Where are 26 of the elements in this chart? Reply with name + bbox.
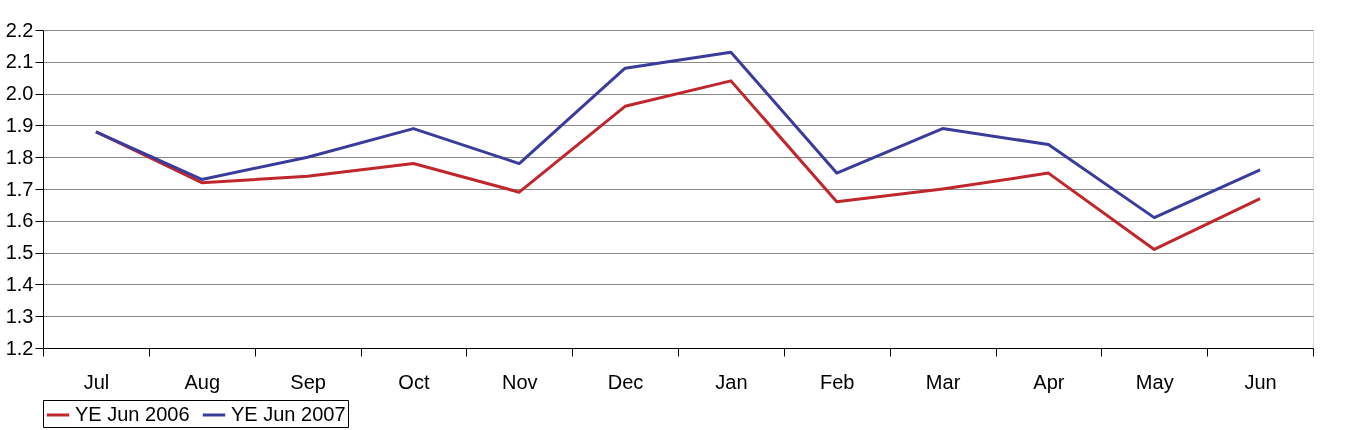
- y-tick-label: 1.2: [5, 336, 34, 359]
- line-series: [94, 50, 1262, 220]
- y-tick-label: 1.8: [5, 145, 34, 168]
- legend-label: YE Jun 2006: [75, 403, 190, 425]
- x-tick-label: Nov: [501, 370, 538, 393]
- x-tick-label: Apr: [1033, 370, 1065, 393]
- x-tick-label: Mar: [925, 370, 961, 393]
- x-tick-label: May: [1135, 370, 1174, 393]
- legend-label: YE Jun 2007: [231, 403, 346, 425]
- y-tick-label: 2.1: [5, 50, 34, 73]
- x-tick-label: Feb: [820, 370, 855, 393]
- y-tick-label: 2.2: [5, 18, 34, 41]
- x-tick-label: Sep: [290, 370, 326, 393]
- y-tick-label: 1.4: [5, 272, 34, 295]
- y-tick-label: 1.5: [5, 241, 34, 264]
- y-tick-label: 1.7: [5, 177, 34, 200]
- x-tick-label: Jun: [1244, 370, 1277, 393]
- x-tick-label: Aug: [184, 370, 221, 393]
- x-tick-label: Jul: [83, 370, 110, 393]
- y-tick-label: 2.0: [5, 82, 34, 105]
- x-tick-label: Oct: [398, 370, 430, 393]
- y-tick-label: 1.9: [5, 113, 34, 136]
- x-tick-label: Jan: [715, 370, 748, 393]
- x-tick-label: Dec: [607, 370, 644, 393]
- y-tick-label: 1.3: [5, 304, 34, 327]
- y-tick-label: 1.6: [5, 209, 34, 232]
